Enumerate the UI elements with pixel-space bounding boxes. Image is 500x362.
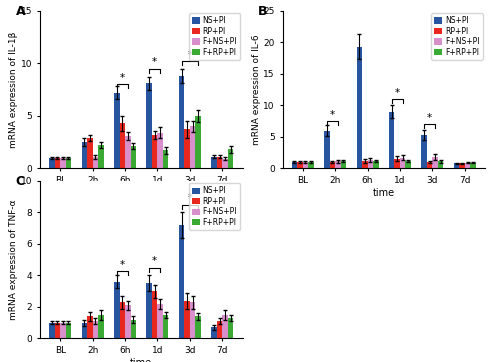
Bar bbox=[82, 323, 87, 338]
Bar bbox=[228, 318, 234, 338]
Bar bbox=[114, 282, 119, 338]
Bar bbox=[114, 93, 119, 168]
Bar bbox=[406, 161, 411, 168]
Bar bbox=[400, 157, 406, 168]
Bar bbox=[179, 225, 184, 338]
Bar bbox=[330, 162, 335, 168]
Bar bbox=[87, 316, 92, 338]
Text: *: * bbox=[188, 50, 192, 60]
Bar bbox=[54, 158, 60, 168]
Text: *: * bbox=[120, 260, 125, 270]
Bar bbox=[356, 47, 362, 168]
Y-axis label: mRNA expression of TNF-α: mRNA expression of TNF-α bbox=[9, 199, 18, 320]
Bar bbox=[152, 135, 158, 168]
Bar bbox=[217, 157, 222, 168]
X-axis label: time: time bbox=[130, 358, 152, 362]
Bar bbox=[422, 135, 427, 168]
X-axis label: time: time bbox=[130, 188, 152, 198]
Bar bbox=[190, 126, 196, 168]
Bar bbox=[49, 323, 54, 338]
X-axis label: time: time bbox=[372, 188, 395, 198]
Text: *: * bbox=[152, 256, 158, 266]
Bar bbox=[158, 304, 163, 338]
Bar bbox=[470, 163, 476, 168]
Text: B: B bbox=[258, 5, 268, 18]
Bar bbox=[66, 158, 71, 168]
Bar bbox=[130, 146, 136, 168]
Bar bbox=[130, 320, 136, 338]
Bar bbox=[308, 162, 314, 168]
Bar bbox=[324, 131, 330, 168]
Bar bbox=[368, 160, 373, 168]
Bar bbox=[292, 162, 297, 168]
Bar bbox=[190, 302, 196, 338]
Bar bbox=[222, 159, 228, 168]
Bar bbox=[389, 111, 394, 168]
Bar bbox=[146, 83, 152, 168]
Bar bbox=[125, 306, 130, 338]
Bar bbox=[92, 321, 98, 338]
Y-axis label: mRNA expression of IL-6: mRNA expression of IL-6 bbox=[252, 34, 260, 145]
Bar bbox=[335, 161, 340, 168]
Bar bbox=[152, 291, 158, 338]
Bar bbox=[87, 138, 92, 168]
Bar bbox=[158, 132, 163, 168]
Bar bbox=[60, 323, 66, 338]
Bar bbox=[454, 163, 460, 168]
Text: *: * bbox=[152, 58, 158, 67]
Bar bbox=[394, 159, 400, 168]
Text: *: * bbox=[427, 113, 432, 123]
Bar bbox=[465, 163, 470, 168]
Legend: NS+PI, RP+PI, F+NS+PI, F+RP+PI: NS+PI, RP+PI, F+NS+PI, F+RP+PI bbox=[189, 13, 240, 60]
Bar bbox=[196, 316, 201, 338]
Bar bbox=[427, 162, 432, 168]
Bar bbox=[60, 158, 66, 168]
Text: *: * bbox=[120, 73, 125, 83]
Bar bbox=[302, 162, 308, 168]
Bar bbox=[373, 161, 378, 168]
Bar bbox=[184, 301, 190, 338]
Text: *: * bbox=[330, 110, 335, 120]
Bar bbox=[98, 315, 103, 338]
Bar bbox=[217, 321, 222, 338]
Bar bbox=[438, 161, 444, 168]
Bar bbox=[120, 302, 125, 338]
Bar bbox=[125, 136, 130, 168]
Bar bbox=[460, 163, 465, 168]
Bar bbox=[179, 76, 184, 168]
Bar bbox=[297, 162, 302, 168]
Bar bbox=[82, 142, 87, 168]
Text: A: A bbox=[16, 5, 26, 18]
Bar bbox=[212, 157, 217, 168]
Bar bbox=[54, 323, 60, 338]
Bar bbox=[49, 158, 54, 168]
Bar bbox=[163, 151, 168, 168]
Bar bbox=[212, 328, 217, 338]
Text: *: * bbox=[394, 88, 400, 98]
Bar bbox=[184, 130, 190, 168]
Bar bbox=[362, 161, 368, 168]
Bar bbox=[196, 116, 201, 168]
Bar bbox=[66, 323, 71, 338]
Bar bbox=[92, 157, 98, 168]
Bar bbox=[146, 283, 152, 338]
Bar bbox=[120, 123, 125, 168]
Bar bbox=[228, 150, 234, 168]
Bar bbox=[163, 315, 168, 338]
Bar bbox=[340, 161, 346, 168]
Y-axis label: mRNA expression of IL-1β: mRNA expression of IL-1β bbox=[9, 31, 18, 148]
Text: C: C bbox=[16, 175, 25, 188]
Text: *: * bbox=[188, 193, 192, 203]
Bar bbox=[98, 145, 103, 168]
Bar bbox=[432, 157, 438, 168]
Bar bbox=[222, 315, 228, 338]
Legend: NS+PI, RP+PI, F+NS+PI, F+RP+PI: NS+PI, RP+PI, F+NS+PI, F+RP+PI bbox=[189, 183, 240, 230]
Legend: NS+PI, RP+PI, F+NS+PI, F+RP+PI: NS+PI, RP+PI, F+NS+PI, F+RP+PI bbox=[432, 13, 482, 60]
